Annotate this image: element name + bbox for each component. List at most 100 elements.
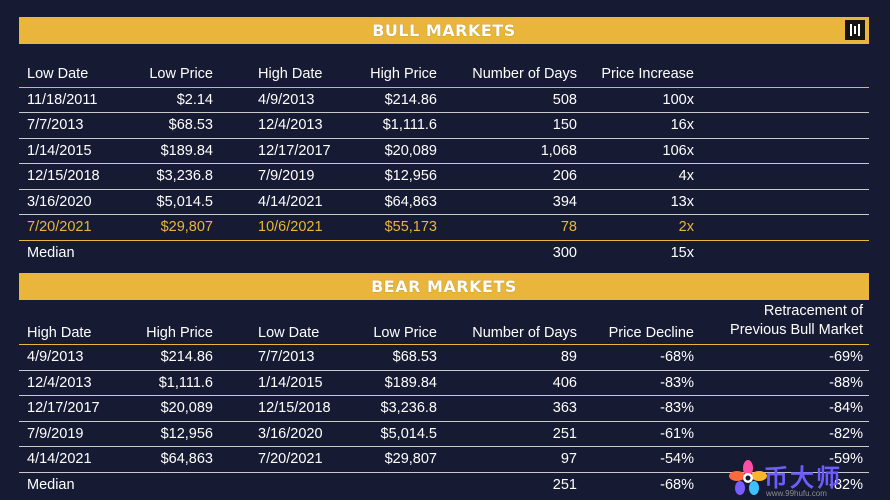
- table-cell: $68.53: [168, 117, 213, 133]
- table-row: 4/14/2021 $64,863 7/20/2021 $29,807 97 -…: [19, 447, 869, 473]
- table-cell: $64,863: [160, 451, 213, 467]
- median-label: Median: [27, 244, 75, 261]
- table-cell: 363: [552, 400, 577, 416]
- table-cell: 10/6/2021: [258, 219, 323, 235]
- table-row: 12/17/2017 $20,089 12/15/2018 $3,236.8 3…: [19, 396, 869, 422]
- table-cell: 4/14/2021: [27, 451, 92, 467]
- table-cell: 1/14/2015: [27, 142, 92, 159]
- column-header: Low Price: [149, 66, 213, 82]
- bull-markets-table: Low Date Low Price High Date High Price …: [19, 62, 869, 265]
- table-cell: -54%: [660, 451, 694, 467]
- table-cell: 7/9/2019: [258, 168, 315, 184]
- table-cell: 150: [552, 117, 577, 133]
- table-cell: $214.86: [384, 91, 437, 108]
- median-days: 251: [552, 476, 577, 493]
- column-header: Low Price: [373, 325, 437, 341]
- table-cell: -69%: [829, 349, 863, 365]
- retracement-header-line: Previous Bull Market: [730, 322, 863, 338]
- table-cell: 78: [560, 219, 577, 235]
- table-cell: 97: [560, 451, 577, 467]
- table-cell: 7/9/2019: [27, 425, 84, 442]
- column-header: Low Date: [27, 66, 89, 82]
- table-cell: 206: [552, 168, 577, 184]
- table-cell: $64,863: [384, 193, 437, 210]
- median-label: Median: [27, 476, 75, 493]
- table-cell: $55,173: [384, 219, 437, 235]
- table-cell: 12/17/2017: [27, 400, 100, 416]
- column-header: High Price: [370, 66, 437, 82]
- median-decline: -68%: [660, 476, 694, 493]
- table-cell: 406: [552, 374, 577, 391]
- bear-markets-banner: BEAR MARKETS: [19, 273, 869, 300]
- table-cell: -84%: [829, 400, 863, 416]
- table-cell: 12/4/2013: [258, 117, 323, 133]
- table-cell: $2.14: [176, 91, 213, 108]
- table-cell: -82%: [829, 425, 863, 442]
- table-row: 1/14/2015 $189.84 12/17/2017 $20,089 1,0…: [19, 139, 869, 164]
- table-cell: $68.53: [392, 349, 437, 365]
- table-cell: 7/20/2021: [27, 219, 92, 235]
- median-increase: 15x: [670, 244, 694, 261]
- table-row: 7/9/2019 $12,956 3/16/2020 $5,014.5 251 …: [19, 422, 869, 447]
- table-cell: 7/7/2013: [258, 349, 315, 365]
- table-cell: 13x: [670, 193, 694, 210]
- column-header: Number of Days: [472, 325, 577, 341]
- table-cell: -61%: [660, 425, 694, 442]
- table-cell: 12/4/2013: [27, 374, 92, 391]
- column-header: Price Decline: [608, 325, 694, 341]
- table-cell: -83%: [660, 374, 694, 391]
- table-cell: 3/16/2020: [27, 193, 92, 210]
- bear-markets-table: High Date High Price Low Date Low Price …: [19, 302, 869, 497]
- table-cell: $20,089: [384, 142, 437, 159]
- median-retracement: -82%: [829, 476, 863, 493]
- table-cell: 11/18/2011: [27, 91, 98, 108]
- bear-markets-title: BEAR MARKETS: [371, 277, 517, 296]
- column-header: Low Date: [258, 325, 320, 341]
- table-cell: $3,236.8: [156, 168, 213, 184]
- table-header-row: Low Date Low Price High Date High Price …: [19, 62, 869, 88]
- bull-markets-title: BULL MARKETS: [372, 21, 516, 40]
- table-cell: -83%: [660, 400, 694, 416]
- table-cell: 251: [552, 425, 577, 442]
- table-cell: $5,014.5: [156, 193, 213, 210]
- retracement-column-header: Retracement of Previous Bull Market: [730, 302, 863, 340]
- watermark-url: www.99hufu.com: [766, 489, 827, 498]
- table-cell: 394: [552, 193, 577, 210]
- watermark-text: 币大师: [764, 464, 842, 492]
- table-cell: 106x: [662, 142, 694, 159]
- table-cell: -59%: [829, 451, 863, 467]
- table-cell: $189.84: [160, 142, 213, 159]
- column-header: Number of Days: [472, 66, 577, 82]
- table-row: 3/16/2020 $5,014.5 4/14/2021 $64,863 394…: [19, 190, 869, 215]
- table-cell: 4/9/2013: [258, 91, 315, 108]
- table-cell: 508: [552, 91, 577, 108]
- table-cell: 7/20/2021: [258, 451, 323, 467]
- brand-logo-icon: [845, 20, 865, 40]
- flower-logo-icon: [729, 460, 767, 495]
- table-cell: $5,014.5: [380, 425, 437, 442]
- table-cell: 12/17/2017: [258, 142, 331, 159]
- table-cell: 1,068: [540, 142, 577, 159]
- table-cell: $12,956: [160, 425, 213, 442]
- table-cell: 2x: [678, 219, 694, 235]
- table-cell: $12,956: [384, 168, 437, 184]
- column-header: Price Increase: [601, 66, 694, 82]
- site-watermark: 币大师 www.99hufu.com: [728, 458, 873, 498]
- table-cell: 16x: [670, 117, 694, 133]
- column-header: High Date: [27, 325, 92, 341]
- table-cell: 12/15/2018: [27, 168, 100, 184]
- table-cell: 89: [560, 349, 577, 365]
- bull-markets-banner: BULL MARKETS: [19, 17, 869, 44]
- table-row: 12/15/2018 $3,236.8 7/9/2019 $12,956 206…: [19, 164, 869, 190]
- column-header: High Price: [146, 325, 213, 341]
- table-cell: 3/16/2020: [258, 425, 323, 442]
- table-cell: $189.84: [384, 374, 437, 391]
- table-cell: 7/7/2013: [27, 117, 84, 133]
- median-row: Median 300 15x: [19, 241, 869, 266]
- retracement-header-line: Retracement of: [763, 303, 863, 319]
- table-cell: 12/15/2018: [258, 400, 331, 416]
- table-header-row: High Date High Price Low Date Low Price …: [19, 302, 869, 345]
- table-cell: $20,089: [160, 400, 213, 416]
- table-row: 12/4/2013 $1,111.6 1/14/2015 $189.84 406…: [19, 371, 869, 396]
- table-row: 11/18/2011 $2.14 4/9/2013 $214.86 508 10…: [19, 88, 869, 113]
